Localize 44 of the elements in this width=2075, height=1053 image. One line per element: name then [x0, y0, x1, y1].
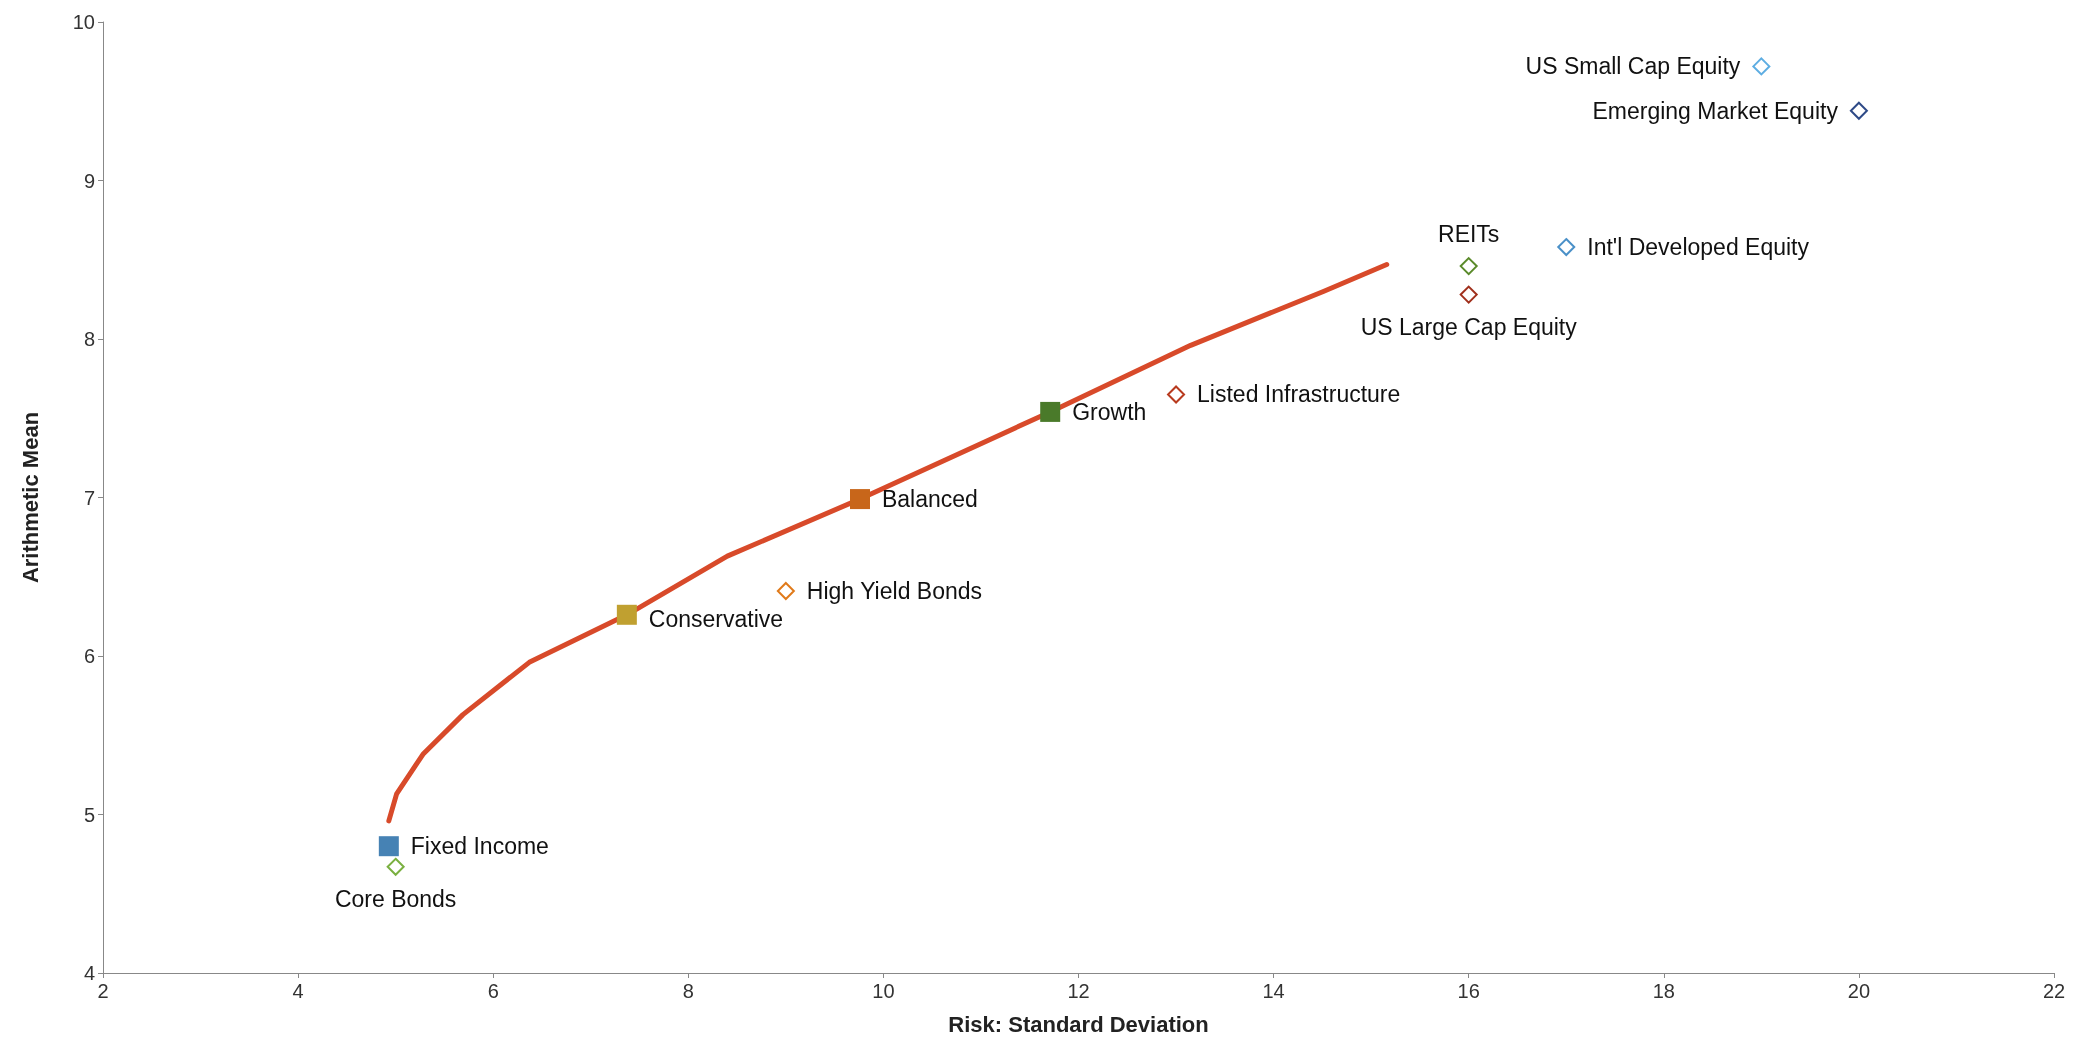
- x-tick-label: 2: [97, 980, 109, 1002]
- series-label: High Yield Bonds: [806, 578, 983, 605]
- x-tick-label: 22: [2042, 980, 2066, 1002]
- point: [378, 836, 399, 857]
- y-tick-label: 7: [83, 486, 95, 509]
- x-tick-label: 12: [1067, 980, 1090, 1002]
- series-label: US Large Cap Equity: [1360, 314, 1578, 341]
- point: [1849, 101, 1868, 120]
- series-label: Fixed Income: [410, 833, 549, 860]
- series-label: US Small Cap Equity: [1525, 53, 1741, 80]
- y-tick-label: 6: [83, 645, 95, 667]
- series-label: Growth: [1072, 398, 1147, 425]
- x-tick-label: 8: [682, 980, 694, 1002]
- x-tick-label: 16: [1457, 980, 1480, 1002]
- point: [776, 582, 795, 601]
- y-tick-label: 5: [83, 803, 95, 826]
- point: [616, 604, 637, 625]
- point: [1752, 57, 1771, 76]
- point: [1459, 257, 1478, 276]
- x-axis-title: Risk: Standard Deviation: [948, 1011, 1209, 1037]
- x-tick-label: 18: [1652, 980, 1675, 1002]
- y-tick-label: 10: [72, 11, 95, 33]
- series-label: Int'l Developed Equity: [1587, 234, 1810, 261]
- y-tick-label: 4: [83, 962, 95, 984]
- series-label: REITs: [1438, 220, 1500, 247]
- point: [1459, 285, 1478, 304]
- series-label: Listed Infrastructure: [1197, 381, 1401, 408]
- series-label: Emerging Market Equity: [1592, 97, 1839, 124]
- point: [386, 857, 405, 876]
- x-tick-label: 20: [1847, 980, 1871, 1002]
- point: [1167, 385, 1186, 404]
- point: [1040, 401, 1061, 422]
- point: [849, 489, 870, 510]
- y-axis-title: Arithmetic Mean: [17, 411, 43, 584]
- x-tick-label: 10: [872, 980, 895, 1002]
- x-tick-label: 14: [1262, 980, 1285, 1002]
- y-tick-label: 9: [83, 169, 95, 192]
- series-label: Balanced: [881, 486, 978, 513]
- point: [1557, 238, 1576, 257]
- y-tick-label: 8: [83, 328, 95, 350]
- series-label: Conservative: [648, 605, 784, 632]
- x-tick-label: 4: [292, 980, 304, 1002]
- series-label: Core Bonds: [334, 886, 457, 913]
- x-tick-label: 6: [487, 980, 499, 1002]
